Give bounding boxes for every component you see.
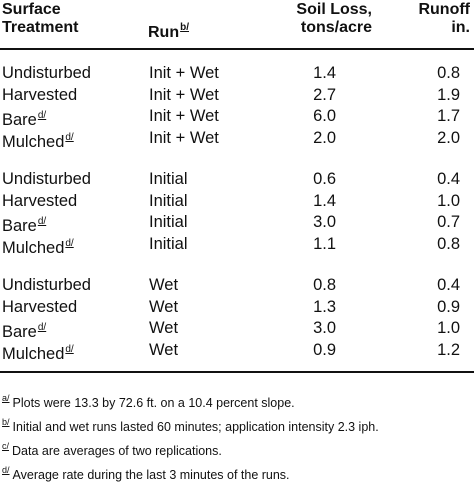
treatment-footnote-mark: d/ — [65, 131, 74, 143]
footnote-mark: c/ — [2, 441, 10, 451]
header-run-footnote: b/ — [180, 22, 189, 33]
cell-runoff: 1.9 — [437, 85, 460, 104]
cell-run: Initial — [149, 191, 188, 210]
footnote-text: Plots were 13.3 by 72.6 ft. on a 10.4 pe… — [12, 396, 295, 410]
cell-runoff: 1.2 — [437, 340, 460, 359]
treatment-label: Bare — [2, 217, 37, 235]
header-treatment: Surface Treatment — [2, 1, 78, 37]
cell-soil-loss: 2.7 — [313, 85, 336, 104]
footnote-text: Data are averages of two replications. — [12, 444, 222, 458]
cell-runoff: 1.7 — [437, 107, 460, 125]
cell-soil-loss: 3.0 — [313, 213, 336, 231]
cell-soil-loss: 0.9 — [313, 340, 336, 359]
cell-runoff: 0.7 — [437, 213, 460, 231]
cell-run: Wet — [149, 276, 179, 294]
footnote: b/Initial and wet runs lasted 60 minutes… — [2, 414, 379, 435]
cell-soil-loss: 6.0 — [313, 107, 336, 125]
footnote-mark: d/ — [2, 465, 10, 475]
cell-treatment: Bared/ — [2, 105, 46, 131]
treatment-footnote-mark: d/ — [37, 216, 47, 227]
cell-treatment: Mulchedd/ — [2, 127, 74, 153]
footnote: d/Average rate during the last 3 minutes… — [2, 462, 290, 483]
cell-run: Wet — [149, 319, 179, 337]
cell-treatment: Undisturbed — [2, 274, 91, 296]
cell-treatment: Undisturbed — [2, 62, 91, 84]
footnote-text: Average rate during the last 3 minutes o… — [12, 468, 290, 482]
cell-treatment: Harvested — [2, 296, 77, 318]
header-rule — [0, 48, 474, 50]
footnote: a/Plots were 13.3 by 72.6 ft. on a 10.4 … — [2, 390, 295, 411]
cell-runoff: 0.8 — [437, 64, 460, 82]
cell-runoff: 1.0 — [437, 319, 460, 337]
cell-run: Init + Wet — [149, 128, 219, 147]
header-treatment-line2: Treatment — [2, 19, 79, 36]
treatment-label: Harvested — [2, 85, 78, 104]
header-treatment-line1: Surface — [2, 1, 61, 18]
header-soil-loss: Soil Loss, tons/acre — [296, 1, 372, 37]
treatment-footnote-mark: d/ — [37, 322, 47, 333]
treatment-label: Mulched — [2, 344, 65, 363]
treatment-label: Mulched — [2, 132, 65, 151]
footnote-mark: b/ — [2, 417, 10, 427]
treatment-label: Bare — [2, 111, 37, 129]
footnote: c/Data are averages of two replications. — [2, 438, 222, 459]
treatment-label: Undisturbed — [2, 276, 91, 294]
cell-treatment: Mulchedd/ — [2, 339, 74, 365]
header-soil-loss-line2: tons/acre — [300, 19, 372, 36]
cell-soil-loss: 0.8 — [313, 276, 336, 294]
treatment-label: Mulched — [2, 238, 65, 257]
cell-soil-loss: 0.6 — [313, 170, 336, 188]
header-soil-loss-line1: Soil Loss, — [296, 1, 372, 18]
cell-soil-loss: 2.0 — [313, 128, 336, 147]
header-runoff-line2: in. — [451, 19, 470, 36]
cell-treatment: Harvested — [2, 190, 77, 212]
cell-run: Init + Wet — [149, 107, 219, 125]
cell-treatment: Mulchedd/ — [2, 233, 74, 259]
cell-runoff: 0.4 — [437, 170, 460, 188]
cell-runoff: 1.0 — [437, 191, 460, 210]
treatment-footnote-mark: d/ — [37, 110, 47, 121]
cell-run: Wet — [149, 340, 179, 359]
cell-soil-loss: 1.4 — [313, 64, 336, 82]
cell-soil-loss: 3.0 — [313, 319, 336, 337]
header-run-label: Run — [148, 24, 180, 41]
cell-runoff: 0.4 — [437, 276, 460, 294]
treatment-label: Undisturbed — [2, 64, 91, 82]
header-run: Runb/ — [148, 19, 189, 42]
treatment-label: Undisturbed — [2, 170, 91, 188]
cell-treatment: Harvested — [2, 84, 77, 106]
cell-runoff: 0.8 — [437, 234, 460, 253]
cell-treatment: Bared/ — [2, 211, 46, 237]
bottom-rule — [0, 371, 474, 373]
footnote-text: Initial and wet runs lasted 60 minutes; … — [12, 420, 379, 434]
treatment-label: Harvested — [2, 297, 78, 316]
cell-treatment: Bared/ — [2, 317, 46, 343]
cell-run: Init + Wet — [149, 85, 219, 104]
cell-soil-loss: 1.1 — [313, 234, 336, 253]
treatment-footnote-mark: d/ — [65, 237, 74, 249]
cell-run: Initial — [149, 170, 188, 188]
cell-run: Initial — [149, 234, 188, 253]
header-runoff-line1: Runoff — [418, 1, 470, 18]
treatment-label: Harvested — [2, 191, 78, 210]
cell-run: Init + Wet — [149, 64, 219, 82]
cell-runoff: 0.9 — [437, 297, 460, 316]
cell-run: Initial — [149, 213, 188, 231]
cell-treatment: Undisturbed — [2, 168, 91, 190]
treatment-footnote-mark: d/ — [65, 343, 74, 355]
header-runoff: Runoff in. — [400, 1, 470, 37]
cell-soil-loss: 1.4 — [313, 191, 336, 210]
treatment-label: Bare — [2, 323, 37, 341]
cell-runoff: 2.0 — [437, 128, 460, 147]
cell-run: Wet — [149, 297, 179, 316]
footnote-mark: a/ — [2, 393, 10, 403]
cell-soil-loss: 1.3 — [313, 297, 336, 316]
